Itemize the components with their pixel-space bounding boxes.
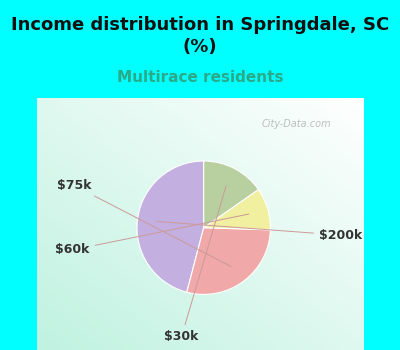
Text: Income distribution in Springdale, SC
(%): Income distribution in Springdale, SC (%… <box>11 16 389 56</box>
Text: $60k: $60k <box>55 214 249 257</box>
Wedge shape <box>187 228 270 294</box>
Text: City-Data.com: City-Data.com <box>262 119 331 129</box>
Wedge shape <box>204 190 270 230</box>
Text: $30k: $30k <box>164 186 226 343</box>
Wedge shape <box>204 161 258 228</box>
Text: $75k: $75k <box>57 179 231 267</box>
Text: Multirace residents: Multirace residents <box>117 70 283 85</box>
Text: $200k: $200k <box>157 222 362 242</box>
Wedge shape <box>137 161 204 292</box>
